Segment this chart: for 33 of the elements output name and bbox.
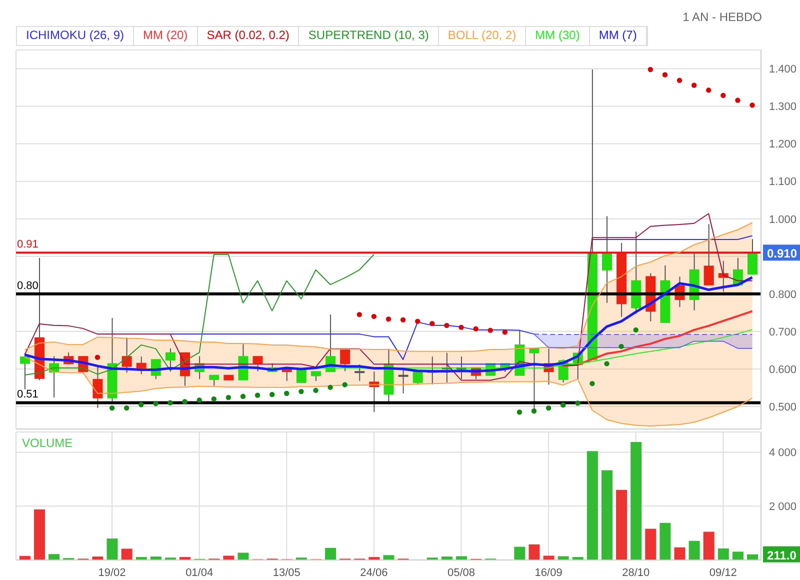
- x-tick-label: 19/02: [98, 566, 126, 579]
- y-tick-label: 2 000: [769, 501, 797, 514]
- x-tick-label: 09/12: [709, 566, 737, 579]
- chart-title: VOLUME: [22, 436, 73, 450]
- y-tick-label: 0.800: [769, 288, 797, 301]
- text: MM (20): [134, 27, 198, 45]
- x-tick-label: 13/05: [272, 566, 300, 579]
- x-tick-label: 24/06: [360, 566, 388, 579]
- text: ICHIMOKU (26, 9): [17, 27, 134, 45]
- y-tick-label: 4 000: [769, 447, 797, 460]
- text: BOLL (20, 2): [438, 27, 526, 45]
- x-tick-label: 16/09: [534, 566, 562, 579]
- text: 211.0: [767, 548, 797, 562]
- y-tick-label: 1.100: [769, 176, 797, 188]
- chart-subtitle: 1 AN - HEBDO: [682, 10, 762, 24]
- y-tick-label: 1.300: [769, 101, 797, 114]
- ref-line-label: 0.80: [17, 280, 38, 292]
- text: SUPERTREND (10, 3): [299, 27, 439, 45]
- y-tick-label: 0.500: [769, 401, 797, 414]
- y-tick-label: 0.700: [769, 326, 797, 338]
- x-tick-label: 28/10: [622, 566, 650, 579]
- y-tick-label: 0.600: [769, 364, 797, 376]
- ref-line-label: 0.91: [17, 238, 38, 251]
- text: SAR (0.02, 0.2): [198, 27, 300, 45]
- y-tick-label: 1.200: [769, 138, 797, 151]
- text: MM (7): [590, 27, 647, 45]
- y-tick-label: 1.400: [769, 64, 797, 76]
- ref-line-label: 0.51: [17, 388, 38, 401]
- annotation: 0.910: [767, 246, 798, 261]
- y-tick-label: 1.000: [769, 214, 797, 226]
- x-tick-label: 05/08: [447, 566, 476, 579]
- text: MM (30): [526, 27, 590, 45]
- x-tick-label: 01/04: [186, 566, 214, 579]
